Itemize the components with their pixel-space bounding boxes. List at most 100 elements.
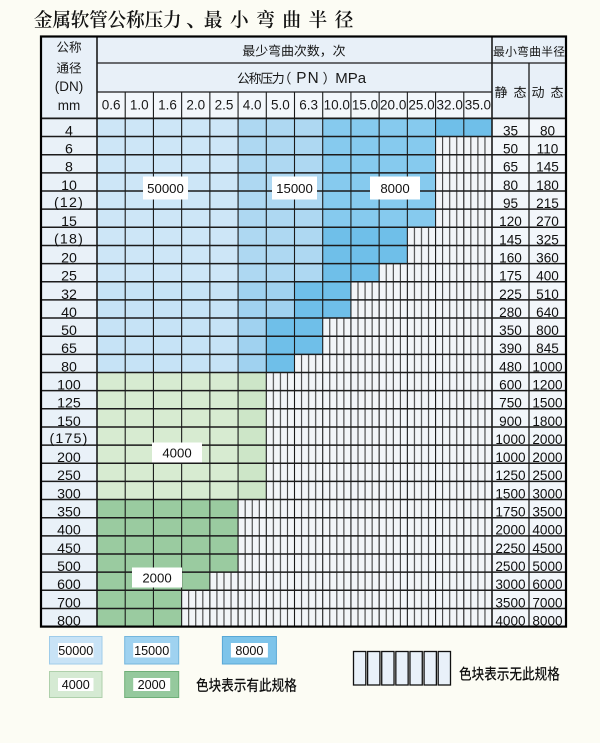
svg-text:(175): (175) xyxy=(49,431,88,447)
svg-text:32.0: 32.0 xyxy=(437,97,463,112)
svg-text:50: 50 xyxy=(61,323,77,339)
svg-text:800: 800 xyxy=(57,613,81,629)
svg-text:800: 800 xyxy=(536,323,559,338)
svg-text:2.5: 2.5 xyxy=(215,97,234,112)
svg-text:20: 20 xyxy=(61,250,77,266)
svg-text:1500: 1500 xyxy=(495,486,526,501)
svg-text:80: 80 xyxy=(540,123,556,138)
svg-text:15000: 15000 xyxy=(276,181,313,196)
svg-text:50: 50 xyxy=(503,142,519,157)
svg-text:0.6: 0.6 xyxy=(102,97,121,112)
svg-text:8: 8 xyxy=(65,160,73,176)
svg-text:350: 350 xyxy=(499,323,522,338)
svg-text:2000: 2000 xyxy=(142,570,171,585)
svg-text:(18): (18) xyxy=(54,231,84,247)
svg-text:400: 400 xyxy=(536,269,559,284)
svg-text:480: 480 xyxy=(499,359,522,374)
svg-text:500: 500 xyxy=(57,559,81,575)
svg-text:25: 25 xyxy=(61,269,77,285)
svg-text:640: 640 xyxy=(536,305,559,320)
svg-text:145: 145 xyxy=(499,232,522,247)
svg-text:15000: 15000 xyxy=(134,644,169,658)
svg-text:4500: 4500 xyxy=(532,541,563,556)
svg-text:1800: 1800 xyxy=(532,414,563,429)
svg-text:120: 120 xyxy=(499,214,522,229)
svg-text:145: 145 xyxy=(536,160,559,175)
svg-text:5000: 5000 xyxy=(532,559,563,574)
svg-text:400: 400 xyxy=(57,523,81,539)
svg-text:2000: 2000 xyxy=(532,432,563,447)
svg-text:5.0: 5.0 xyxy=(271,97,290,112)
svg-text:110: 110 xyxy=(537,142,559,157)
svg-text:125: 125 xyxy=(57,396,81,412)
svg-text:8000: 8000 xyxy=(380,181,409,196)
svg-text:900: 900 xyxy=(499,414,522,429)
svg-text:1000: 1000 xyxy=(495,450,526,465)
svg-text:510: 510 xyxy=(536,287,559,302)
svg-text:2500: 2500 xyxy=(532,468,563,483)
svg-text:600: 600 xyxy=(499,378,522,393)
svg-text:4000: 4000 xyxy=(162,445,191,460)
svg-text:35.0: 35.0 xyxy=(465,97,491,112)
svg-text:1500: 1500 xyxy=(532,396,563,411)
svg-text:180: 180 xyxy=(536,178,559,193)
svg-text:2000: 2000 xyxy=(138,678,166,692)
svg-text:(12): (12) xyxy=(54,195,84,211)
svg-text:1250: 1250 xyxy=(495,468,526,483)
svg-text:3500: 3500 xyxy=(495,595,526,610)
svg-text:MPa: MPa xyxy=(335,70,367,87)
svg-text:(DN): (DN) xyxy=(55,79,84,94)
svg-text:360: 360 xyxy=(536,250,559,265)
svg-text:50000: 50000 xyxy=(147,181,184,196)
svg-text:1.6: 1.6 xyxy=(158,97,177,112)
svg-text:2000: 2000 xyxy=(532,450,563,465)
svg-text:95: 95 xyxy=(503,196,518,211)
svg-text:25.0: 25.0 xyxy=(408,97,434,112)
svg-text:4: 4 xyxy=(65,123,73,139)
svg-text:2500: 2500 xyxy=(495,559,526,574)
svg-text:10.0: 10.0 xyxy=(324,97,350,112)
svg-text:6.3: 6.3 xyxy=(299,97,318,112)
svg-text:150: 150 xyxy=(57,414,81,430)
svg-text:350: 350 xyxy=(57,505,81,521)
svg-text:35: 35 xyxy=(503,123,518,138)
svg-text:1000: 1000 xyxy=(495,432,526,447)
svg-text:15.0: 15.0 xyxy=(352,97,378,112)
svg-text:325: 325 xyxy=(536,232,559,247)
svg-text:100: 100 xyxy=(57,378,81,394)
svg-text:4000: 4000 xyxy=(495,613,526,628)
svg-text:20.0: 20.0 xyxy=(380,97,406,112)
svg-text:215: 215 xyxy=(536,196,559,211)
svg-text:65: 65 xyxy=(61,341,77,357)
svg-text:700: 700 xyxy=(57,595,81,611)
svg-text:3500: 3500 xyxy=(532,505,563,520)
svg-text:250: 250 xyxy=(57,468,81,484)
svg-text:4.0: 4.0 xyxy=(243,97,262,112)
svg-text:PN: PN xyxy=(296,70,319,87)
svg-text:175: 175 xyxy=(499,269,522,284)
svg-text:160: 160 xyxy=(499,250,522,265)
svg-text:1200: 1200 xyxy=(532,378,563,393)
svg-text:mm: mm xyxy=(58,98,81,113)
svg-text:390: 390 xyxy=(499,341,522,356)
svg-text:80: 80 xyxy=(503,178,519,193)
svg-text:750: 750 xyxy=(499,396,522,411)
svg-text:3000: 3000 xyxy=(495,577,526,592)
svg-text:300: 300 xyxy=(57,486,81,502)
svg-text:32: 32 xyxy=(61,287,77,303)
svg-text:4000: 4000 xyxy=(62,678,90,692)
svg-text:845: 845 xyxy=(536,341,559,356)
svg-text:1.0: 1.0 xyxy=(130,97,149,112)
svg-text:10: 10 xyxy=(61,178,77,194)
svg-text:65: 65 xyxy=(503,160,518,175)
svg-text:8000: 8000 xyxy=(532,613,563,628)
svg-text:3000: 3000 xyxy=(532,486,563,501)
svg-text:280: 280 xyxy=(499,305,522,320)
svg-text:450: 450 xyxy=(57,541,81,557)
svg-text:8000: 8000 xyxy=(235,644,263,658)
svg-text:200: 200 xyxy=(57,450,81,466)
svg-text:270: 270 xyxy=(536,214,559,229)
svg-text:40: 40 xyxy=(61,305,77,321)
svg-text:15: 15 xyxy=(61,214,77,230)
svg-text:6: 6 xyxy=(65,142,73,158)
